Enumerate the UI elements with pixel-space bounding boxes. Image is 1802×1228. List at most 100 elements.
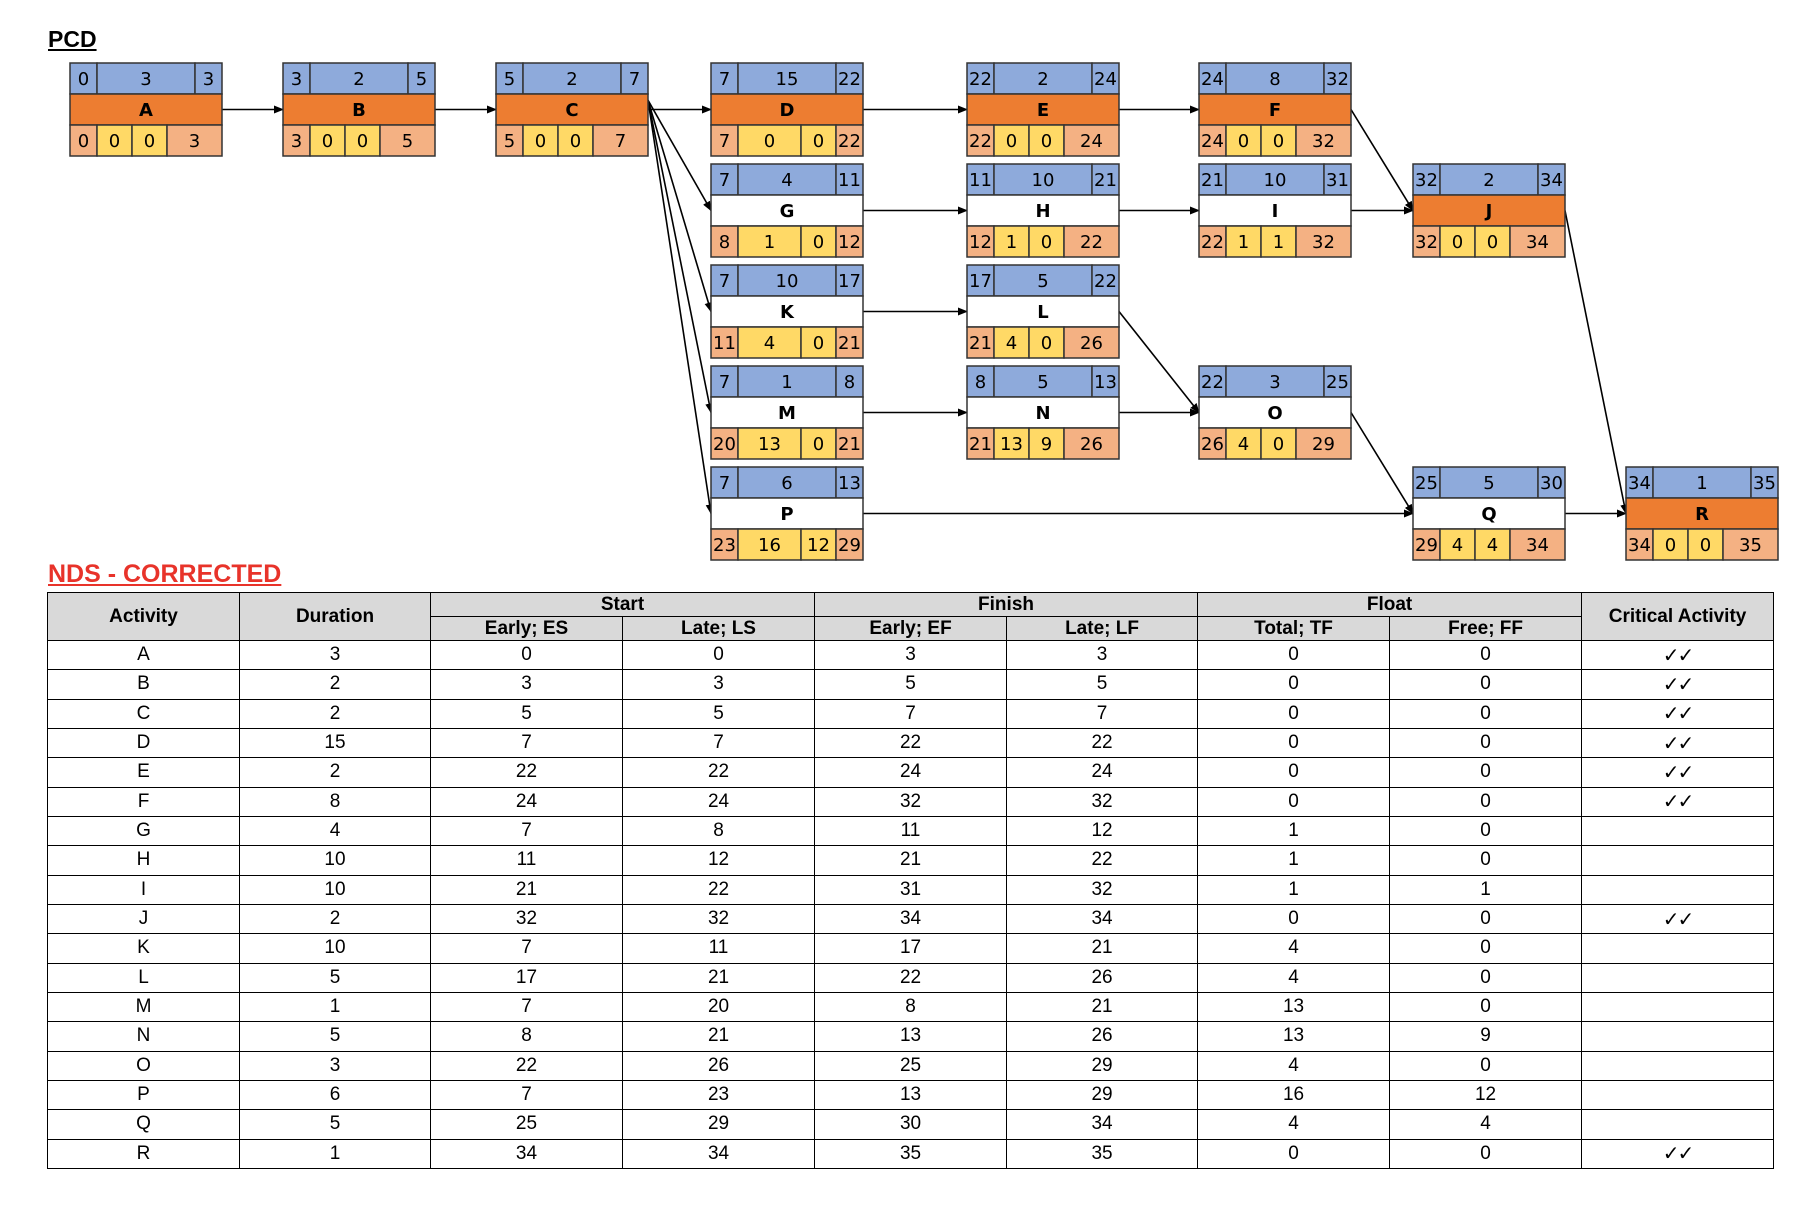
cell-ef: 22 <box>814 727 1008 759</box>
node-duration: 5 <box>1483 473 1494 494</box>
cell-ef: 34 <box>814 903 1008 935</box>
cell-es: 22 <box>430 757 623 788</box>
node-ef: 32 <box>1326 69 1349 90</box>
cell-lf: 21 <box>1006 933 1199 964</box>
node-ls: 5 <box>504 131 515 152</box>
node-es: 7 <box>719 69 730 90</box>
node-es: 7 <box>719 372 730 393</box>
cell-critical <box>1581 1021 1775 1052</box>
cell-ff: 0 <box>1389 962 1583 993</box>
cell-ef: 13 <box>814 1079 1008 1111</box>
cell-es: 5 <box>430 698 623 729</box>
cell-duration: 3 <box>239 639 431 671</box>
header-ls: Late; LS <box>621 616 816 641</box>
cell-activity: R <box>47 1138 240 1170</box>
node-tf: 1 <box>1238 232 1249 253</box>
node-ls: 21 <box>969 333 992 354</box>
cell-duration: 10 <box>239 845 431 876</box>
node-r: 34 1 35 R 34 0 0 35 <box>1625 466 1779 561</box>
node-b: 3 2 5B3 0 0 5 <box>282 62 436 157</box>
cell-ff: 0 <box>1389 727 1583 759</box>
cell-es: 7 <box>430 991 623 1023</box>
pcd-title: PCD <box>48 26 97 52</box>
node-ff: 0 <box>813 434 824 455</box>
cell-ef: 30 <box>814 1109 1008 1140</box>
node-es: 7 <box>719 473 730 494</box>
node-es: 24 <box>1201 69 1224 90</box>
cell-tf: 4 <box>1197 933 1391 964</box>
cell-ls: 3 <box>621 669 816 700</box>
node-label: B <box>352 100 366 121</box>
header-ff: Free; FF <box>1389 616 1583 641</box>
node-tf: 0 <box>1238 131 1249 152</box>
node-ef: 5 <box>416 69 427 90</box>
cell-tf: 0 <box>1197 786 1391 817</box>
node-label: C <box>565 100 578 121</box>
cell-critical <box>1581 991 1775 1023</box>
node-es: 5 <box>504 69 515 90</box>
cell-critical <box>1581 815 1775 847</box>
cell-ls: 34 <box>621 1138 816 1170</box>
cell-es: 8 <box>430 1021 623 1052</box>
cell-es: 22 <box>430 1050 623 1081</box>
node-ff: 0 <box>1041 131 1052 152</box>
node-lf: 34 <box>1526 232 1549 253</box>
cell-critical: ✓✓ <box>1581 727 1775 759</box>
cell-ef: 8 <box>814 991 1008 1023</box>
cell-critical <box>1581 1109 1775 1140</box>
cell-ls: 22 <box>621 874 816 905</box>
cell-duration: 5 <box>239 962 431 993</box>
node-n: 8 5 13 N 21 13 9 26 <box>966 365 1120 460</box>
node-duration: 5 <box>1037 271 1048 292</box>
node-lf: 22 <box>1080 232 1103 253</box>
cell-es: 21 <box>430 874 623 905</box>
cell-ff: 0 <box>1389 845 1583 876</box>
cell-tf: 1 <box>1197 874 1391 905</box>
node-ff: 1 <box>1273 232 1284 253</box>
node-lf: 21 <box>838 333 861 354</box>
node-ef: 11 <box>838 170 861 191</box>
node-ef: 3 <box>203 69 214 90</box>
header-float: Float <box>1197 592 1583 617</box>
node-ls: 8 <box>719 232 730 253</box>
node-tf: 0 <box>764 131 775 152</box>
node-ff: 4 <box>1487 535 1498 556</box>
node-label: J <box>1484 201 1493 222</box>
cell-lf: 12 <box>1006 815 1199 847</box>
node-c: 5 2 7C5 0 0 7 <box>495 62 649 157</box>
cell-ef: 35 <box>814 1138 1008 1170</box>
node-label: O <box>1267 403 1282 424</box>
node-p: 7 6 13 P 23 16 12 29 <box>710 466 864 561</box>
node-label: L <box>1037 302 1048 323</box>
cell-es: 7 <box>430 815 623 847</box>
nds-title: NDS - CORRECTED <box>48 560 282 588</box>
cell-es: 7 <box>430 1079 623 1111</box>
cell-activity: J <box>47 903 240 935</box>
cell-lf: 32 <box>1006 874 1199 905</box>
node-es: 11 <box>969 170 992 191</box>
node-lf: 34 <box>1526 535 1549 556</box>
node-duration: 15 <box>776 69 799 90</box>
table-row: O 3 22 26 25 29 4 0 <box>47 1050 1775 1081</box>
table-row: C 2 5 5 7 7 0 0 ✓✓ <box>47 698 1775 729</box>
cell-critical: ✓✓ <box>1581 786 1775 817</box>
node-duration: 3 <box>1269 372 1280 393</box>
cell-es: 25 <box>430 1109 623 1140</box>
cell-ff: 0 <box>1389 933 1583 964</box>
cell-ef: 17 <box>814 933 1008 964</box>
node-ff: 0 <box>1487 232 1498 253</box>
cell-tf: 0 <box>1197 639 1391 671</box>
edge-f-j <box>1350 109 1414 212</box>
node-ls: 3 <box>291 131 302 152</box>
cell-ff: 0 <box>1389 698 1583 729</box>
cell-ff: 0 <box>1389 757 1583 788</box>
cell-ls: 5 <box>621 698 816 729</box>
cell-ff: 0 <box>1389 1050 1583 1081</box>
cell-tf: 13 <box>1197 1021 1391 1052</box>
node-ls: 0 <box>78 131 89 152</box>
cell-ef: 22 <box>814 962 1008 993</box>
node-es: 25 <box>1415 473 1438 494</box>
cell-duration: 2 <box>239 669 431 700</box>
header-activity: Activity <box>47 592 240 641</box>
